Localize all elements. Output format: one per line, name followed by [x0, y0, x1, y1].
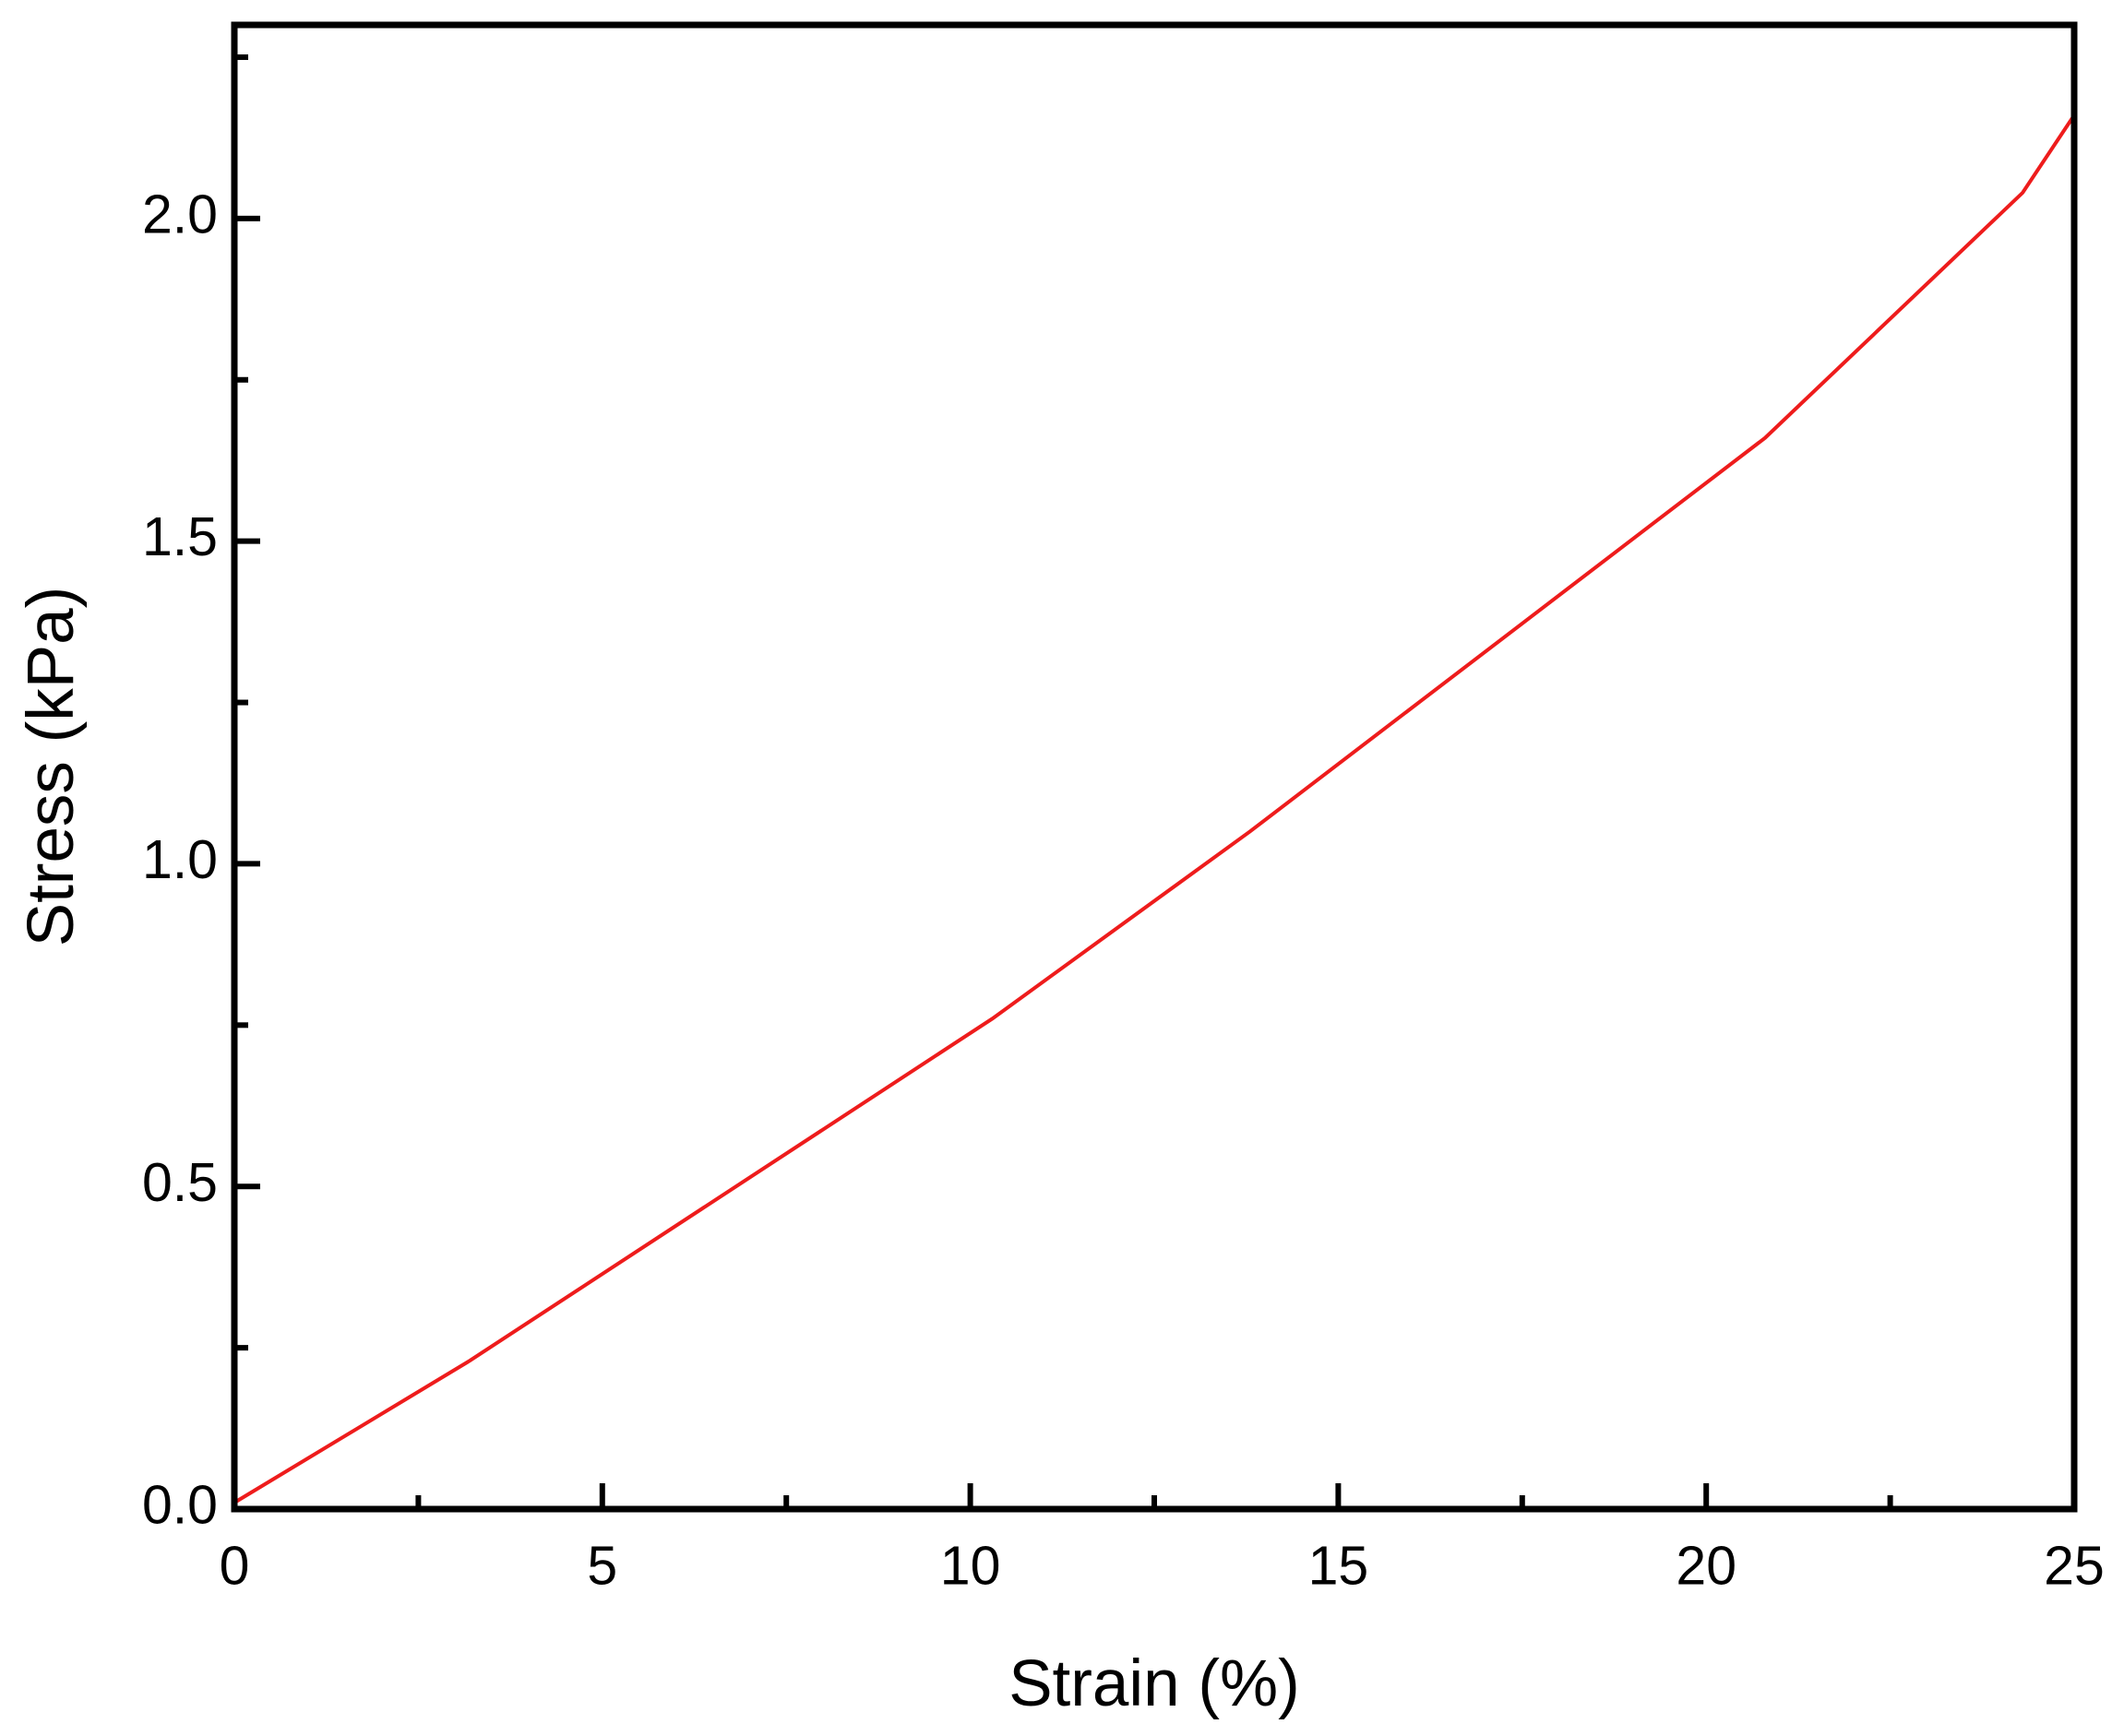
x-tick-label: 20 — [1676, 1536, 1736, 1597]
y-tick-label: 1.5 — [142, 506, 218, 567]
y-tick-label: 2.0 — [142, 184, 218, 244]
x-tick-label: 10 — [940, 1536, 1001, 1597]
x-tick-label: 25 — [2044, 1536, 2105, 1597]
x-tick-label: 0 — [220, 1536, 250, 1597]
x-axis-title: Strain (%) — [1008, 1647, 1300, 1720]
y-tick-label: 1.0 — [142, 829, 218, 890]
y-tick-label: 0.5 — [142, 1152, 218, 1213]
data-line — [233, 113, 2076, 1504]
y-axis-title: Stress (kPa) — [15, 587, 88, 947]
y-tick-label: 0.0 — [142, 1475, 218, 1536]
x-tick-label: 15 — [1308, 1536, 1369, 1597]
x-tick-label: 5 — [587, 1536, 617, 1597]
plot-frame — [231, 21, 2078, 1513]
